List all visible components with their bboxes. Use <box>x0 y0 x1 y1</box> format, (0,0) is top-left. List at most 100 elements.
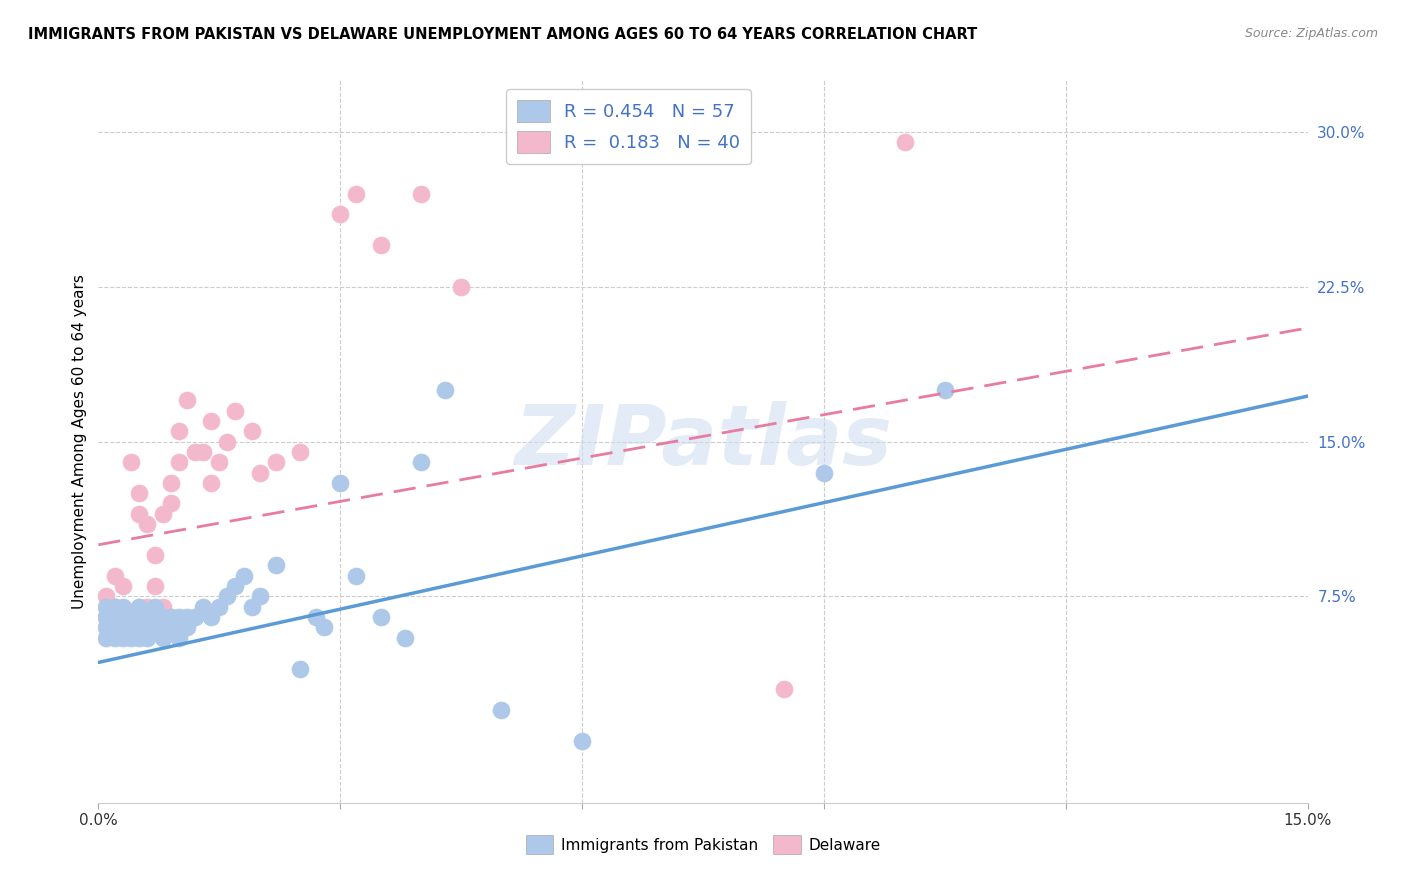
Point <box>772 682 794 697</box>
Point <box>152 610 174 624</box>
Point <box>409 455 432 469</box>
Point <box>217 434 239 449</box>
Point <box>135 631 157 645</box>
Point <box>152 631 174 645</box>
Point <box>143 599 166 614</box>
Point <box>103 599 125 614</box>
Point <box>120 620 142 634</box>
Point <box>329 207 352 221</box>
Point <box>143 579 166 593</box>
Point <box>314 620 336 634</box>
Point <box>305 610 328 624</box>
Point <box>934 383 956 397</box>
Point <box>96 631 118 645</box>
Point <box>409 186 432 201</box>
Point <box>208 599 231 614</box>
Point <box>240 424 263 438</box>
Point <box>96 610 118 624</box>
Point <box>120 610 142 624</box>
Text: IMMIGRANTS FROM PAKISTAN VS DELAWARE UNEMPLOYMENT AMONG AGES 60 TO 64 YEARS CORR: IMMIGRANTS FROM PAKISTAN VS DELAWARE UNE… <box>28 27 977 42</box>
Point <box>893 135 915 149</box>
Point <box>111 599 134 614</box>
Point <box>329 475 352 490</box>
Point <box>135 610 157 624</box>
Point <box>120 610 142 624</box>
Point <box>217 590 239 604</box>
Point <box>184 445 207 459</box>
Point <box>135 620 157 634</box>
Point <box>344 186 367 201</box>
Point <box>249 590 271 604</box>
Point <box>176 620 198 634</box>
Point <box>167 631 190 645</box>
Point <box>193 599 215 614</box>
Point <box>135 517 157 532</box>
Point <box>111 610 134 624</box>
Point <box>103 620 125 634</box>
Point <box>143 548 166 562</box>
Point <box>394 631 416 645</box>
Point <box>249 466 271 480</box>
Point <box>103 568 125 582</box>
Point <box>128 620 150 634</box>
Point <box>128 599 150 614</box>
Point <box>288 662 311 676</box>
Point <box>224 579 246 593</box>
Point <box>370 610 392 624</box>
Point <box>176 610 198 624</box>
Point <box>370 238 392 252</box>
Point <box>240 599 263 614</box>
Point <box>344 568 367 582</box>
Point <box>152 507 174 521</box>
Point <box>120 631 142 645</box>
Point <box>128 599 150 614</box>
Legend: Immigrants from Pakistan, Delaware: Immigrants from Pakistan, Delaware <box>519 830 887 860</box>
Point <box>176 393 198 408</box>
Point <box>143 610 166 624</box>
Point <box>434 383 457 397</box>
Point <box>120 455 142 469</box>
Point <box>160 620 183 634</box>
Text: ZIPatlas: ZIPatlas <box>515 401 891 482</box>
Point <box>128 486 150 500</box>
Point <box>103 599 125 614</box>
Point <box>571 734 593 748</box>
Point <box>193 445 215 459</box>
Point <box>128 507 150 521</box>
Point <box>232 568 254 582</box>
Point <box>208 455 231 469</box>
Point <box>160 475 183 490</box>
Point <box>143 620 166 634</box>
Point <box>167 610 190 624</box>
Point <box>160 610 183 624</box>
Point <box>135 599 157 614</box>
Point <box>152 620 174 634</box>
Point <box>813 466 835 480</box>
Point <box>184 610 207 624</box>
Point <box>96 610 118 624</box>
Point <box>224 403 246 417</box>
Point <box>96 590 118 604</box>
Point <box>152 599 174 614</box>
Point <box>288 445 311 459</box>
Point <box>111 610 134 624</box>
Point <box>96 599 118 614</box>
Point <box>264 558 287 573</box>
Point <box>111 579 134 593</box>
Point <box>111 631 134 645</box>
Point <box>167 455 190 469</box>
Text: Source: ZipAtlas.com: Source: ZipAtlas.com <box>1244 27 1378 40</box>
Point <box>103 631 125 645</box>
Point <box>160 496 183 510</box>
Point <box>491 703 513 717</box>
Point <box>200 475 222 490</box>
Point <box>103 610 125 624</box>
Point <box>96 620 118 634</box>
Point <box>111 620 134 634</box>
Point <box>200 414 222 428</box>
Point <box>264 455 287 469</box>
Point <box>128 610 150 624</box>
Point <box>128 631 150 645</box>
Point <box>200 610 222 624</box>
Y-axis label: Unemployment Among Ages 60 to 64 years: Unemployment Among Ages 60 to 64 years <box>72 274 87 609</box>
